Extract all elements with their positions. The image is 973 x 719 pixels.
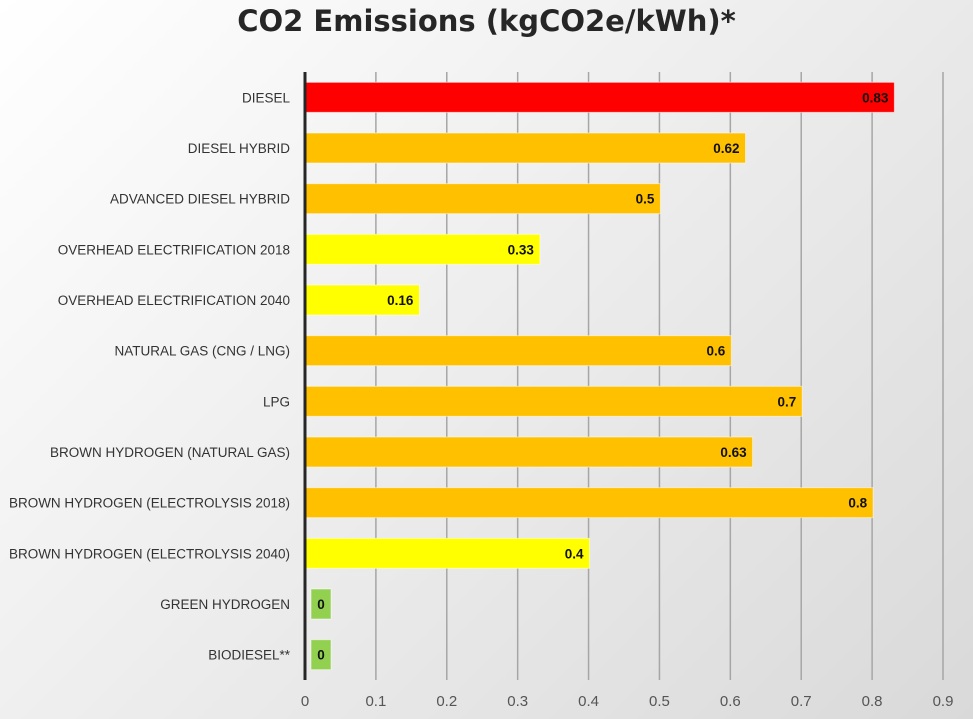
bar [305, 487, 874, 519]
category-label: BROWN HYDROGEN (ELECTROLYSIS 2040) [9, 546, 290, 561]
category-label: ADVANCED DIESEL HYBRID [110, 192, 290, 207]
x-tick-label: 0.7 [791, 693, 812, 710]
x-tick-label: 0.6 [720, 693, 741, 710]
bar [310, 639, 332, 671]
bar [305, 335, 732, 367]
data-label: 0.4 [565, 546, 584, 561]
data-label: 0.33 [508, 242, 535, 257]
category-label: BIODIESEL** [208, 648, 291, 663]
category-label: DIESEL HYBRID [188, 141, 291, 156]
data-label: 0.7 [777, 394, 796, 409]
x-tick-label: 0.1 [365, 693, 386, 710]
bar [310, 588, 332, 620]
x-tick-label: 0.4 [578, 693, 599, 710]
bar [305, 436, 754, 468]
data-label: 0 [317, 648, 325, 663]
category-label: LPG [263, 394, 290, 409]
bar [305, 233, 541, 265]
bar [305, 284, 420, 316]
bar [305, 183, 661, 215]
data-label: 0.83 [862, 90, 889, 105]
data-label: 0.6 [707, 344, 726, 359]
category-label: OVERHEAD ELECTRIFICATION 2018 [58, 242, 290, 257]
category-label: NATURAL GAS (CNG / LNG) [114, 344, 290, 359]
data-label: 0.5 [636, 192, 655, 207]
data-label: 0.16 [387, 293, 414, 308]
bar [305, 81, 895, 113]
bar [305, 132, 747, 164]
data-label: 0 [317, 597, 325, 612]
category-label: BROWN HYDROGEN (ELECTROLYSIS 2018) [9, 496, 290, 511]
data-label: 0.8 [848, 496, 867, 511]
x-tick-label: 0.9 [933, 693, 954, 710]
x-tick-label: 0 [301, 693, 309, 710]
category-label: OVERHEAD ELECTRIFICATION 2040 [58, 293, 290, 308]
x-tick-label: 0.2 [436, 693, 457, 710]
category-label: DIESEL [242, 90, 291, 105]
category-label: BROWN HYDROGEN (NATURAL GAS) [50, 445, 290, 460]
chart-title: CO2 Emissions (kgCO2e/kWh)* [237, 4, 736, 38]
bar [305, 537, 591, 569]
bar [305, 385, 803, 417]
x-tick-label: 0.5 [649, 693, 670, 710]
x-tick-label: 0.8 [862, 693, 883, 710]
category-label: GREEN HYDROGEN [160, 597, 290, 612]
x-tick-label: 0.3 [507, 693, 528, 710]
data-label: 0.63 [720, 445, 747, 460]
data-label: 0.62 [713, 141, 739, 156]
